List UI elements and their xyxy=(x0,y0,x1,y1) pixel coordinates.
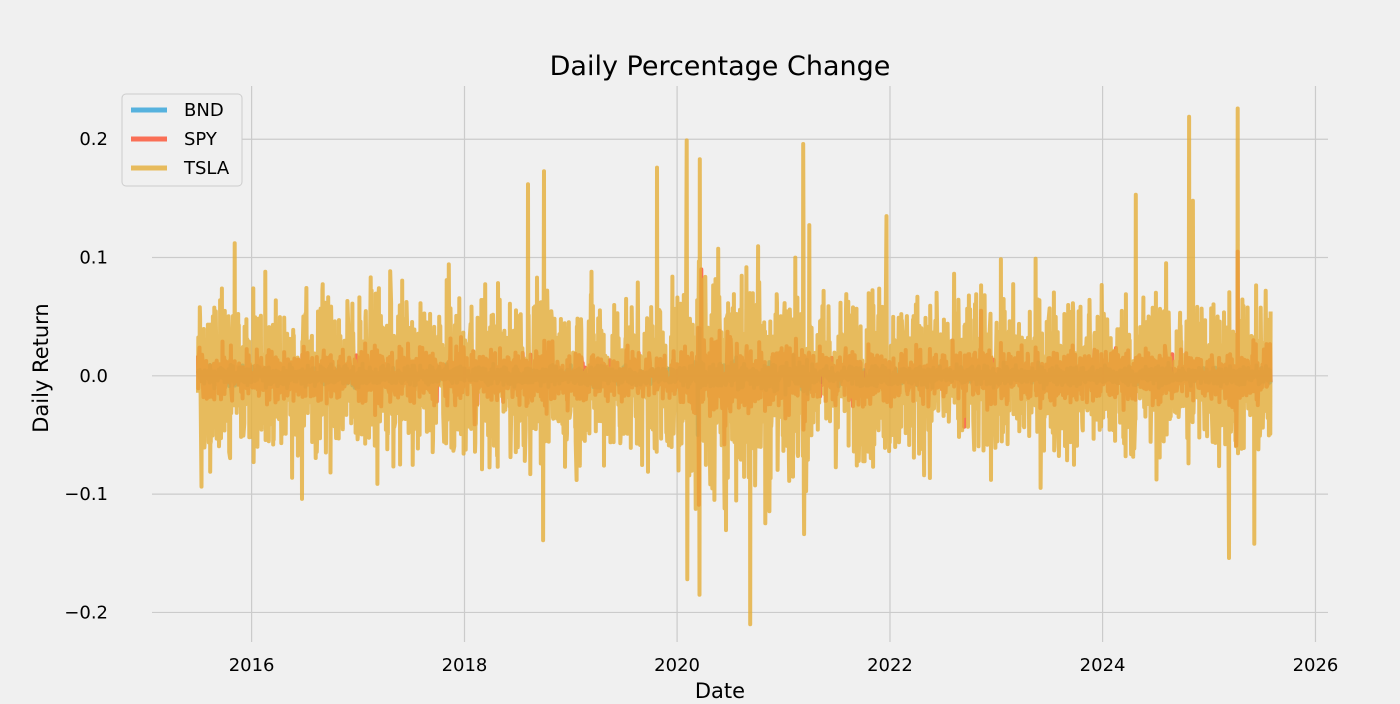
chart-title: Daily Percentage Change xyxy=(550,51,891,82)
x-tick-label: 2026 xyxy=(1293,655,1339,676)
x-tick-label: 2020 xyxy=(654,655,700,676)
legend-label-spy: SPY xyxy=(184,129,218,150)
x-tick-label: 2016 xyxy=(229,655,275,676)
legend-frame xyxy=(121,93,243,187)
y-tick-label: 0.1 xyxy=(79,248,108,269)
legend: BND SPY TSLA xyxy=(121,93,243,187)
x-axis-label: Date xyxy=(695,679,745,700)
series-layer xyxy=(196,106,1273,627)
y-tick-label: −0.1 xyxy=(64,484,108,505)
y-tick-label: 0.0 xyxy=(79,366,108,387)
legend-label-tsla: TSLA xyxy=(183,158,230,179)
legend-label-bnd: BND xyxy=(184,100,224,121)
axes: −0.2 −0.1 0.0 0.1 0.2 2016 2018 2020 2022 2024 202… xyxy=(64,129,1338,676)
y-axis-label: Daily Return xyxy=(29,303,53,433)
x-tick-label: 2022 xyxy=(867,655,913,676)
y-tick-label: −0.2 xyxy=(64,602,108,623)
y-tick-label: 0.2 xyxy=(79,129,108,150)
series-line-tsla xyxy=(196,106,1273,627)
x-tick-label: 2018 xyxy=(442,655,488,676)
x-tick-label: 2024 xyxy=(1080,655,1126,676)
